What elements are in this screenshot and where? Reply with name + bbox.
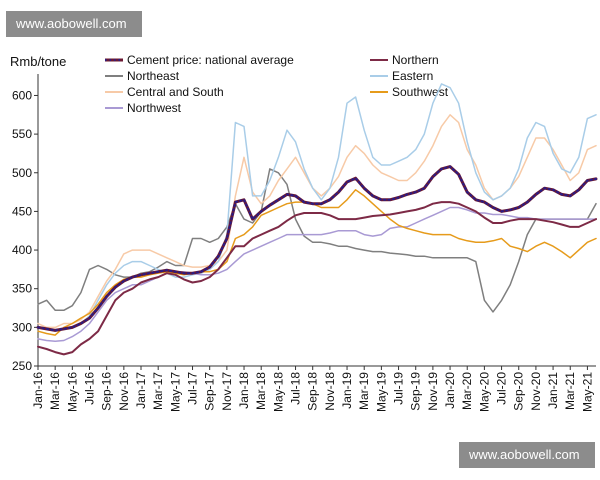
series-line-northern (37, 201, 597, 356)
legend-label-northeast: Northeast (127, 69, 180, 83)
watermark-top: www.aobowell.com (6, 11, 142, 37)
x-tick-label: Jan-17 (134, 372, 148, 409)
y-tick-label: 500 (12, 166, 32, 180)
x-tick-label: Jan-18 (237, 372, 251, 409)
x-tick-label: Nov-19 (426, 372, 440, 411)
series-layer (36, 83, 598, 356)
watermark-bottom: www.aobowell.com (459, 442, 595, 468)
x-tick-label: Jan-21 (546, 372, 560, 409)
series-line-eastern (37, 83, 597, 332)
x-tick-label: Jan-19 (340, 372, 354, 409)
x-tick-label: Nov-18 (323, 372, 337, 411)
y-tick-label: 450 (12, 204, 32, 218)
x-tick-label: Mar-17 (151, 372, 165, 410)
x-tick-label: Jan-16 (31, 372, 45, 409)
x-tick-label: Jul-16 (83, 372, 97, 405)
x-tick-label: Mar-18 (254, 372, 268, 410)
y-tick-label: 600 (12, 88, 32, 102)
y-tick-label: 300 (12, 320, 32, 334)
legend: Cement price: national average Northeast C… (105, 53, 449, 115)
x-tick-label: Nov-17 (220, 372, 234, 411)
x-tick-label: Mar-19 (357, 372, 371, 410)
y-tick-label: 350 (12, 282, 32, 296)
x-tick-label: Sep-19 (409, 372, 423, 411)
x-tick-label: Sep-20 (512, 372, 526, 411)
x-tick-label: Sep-16 (100, 372, 114, 411)
x-tick-label: Nov-16 (117, 372, 131, 411)
y-axis-unit-label: Rmb/tone (10, 54, 66, 69)
legend-label-central-and-south: Central and South (127, 85, 224, 99)
x-tick-label: Jul-19 (392, 372, 406, 405)
x-tick-label: Mar-21 (563, 372, 577, 410)
x-tick-label: Jan-20 (443, 372, 457, 409)
y-tick-label: 250 (12, 359, 32, 373)
x-tick-label: Nov-20 (529, 372, 543, 411)
x-tick-label: Jul-17 (186, 372, 200, 405)
legend-label-northwest: Northwest (127, 101, 182, 115)
x-tick-label: May-17 (168, 372, 182, 412)
series-dots-cement-price-national-average (37, 165, 597, 332)
x-tick-label: Sep-18 (306, 372, 320, 411)
x-tick-label: Mar-20 (460, 372, 474, 410)
legend-label-eastern: Eastern (392, 69, 433, 83)
x-tick-label: May-21 (580, 372, 594, 412)
legend-label-cement-price-national-average: Cement price: national average (127, 53, 294, 67)
x-tick-label: May-20 (477, 372, 491, 412)
legend-label-northern: Northern (392, 53, 439, 67)
y-tick-label: 400 (12, 243, 32, 257)
legend-label-southwest: Southwest (392, 85, 449, 99)
x-tick-label: Mar-16 (48, 372, 62, 410)
series-line-southwest (37, 189, 597, 336)
y-tick-label: 550 (12, 127, 32, 141)
series-line-northwest (37, 206, 597, 343)
x-tick-label: Jul-18 (289, 372, 303, 405)
x-tick-label: Sep-17 (203, 372, 217, 411)
x-tick-label: May-16 (65, 372, 79, 412)
x-tick-label: May-19 (374, 372, 388, 412)
x-tick-label: Jul-20 (495, 372, 509, 405)
x-tick-label: May-18 (271, 372, 285, 412)
